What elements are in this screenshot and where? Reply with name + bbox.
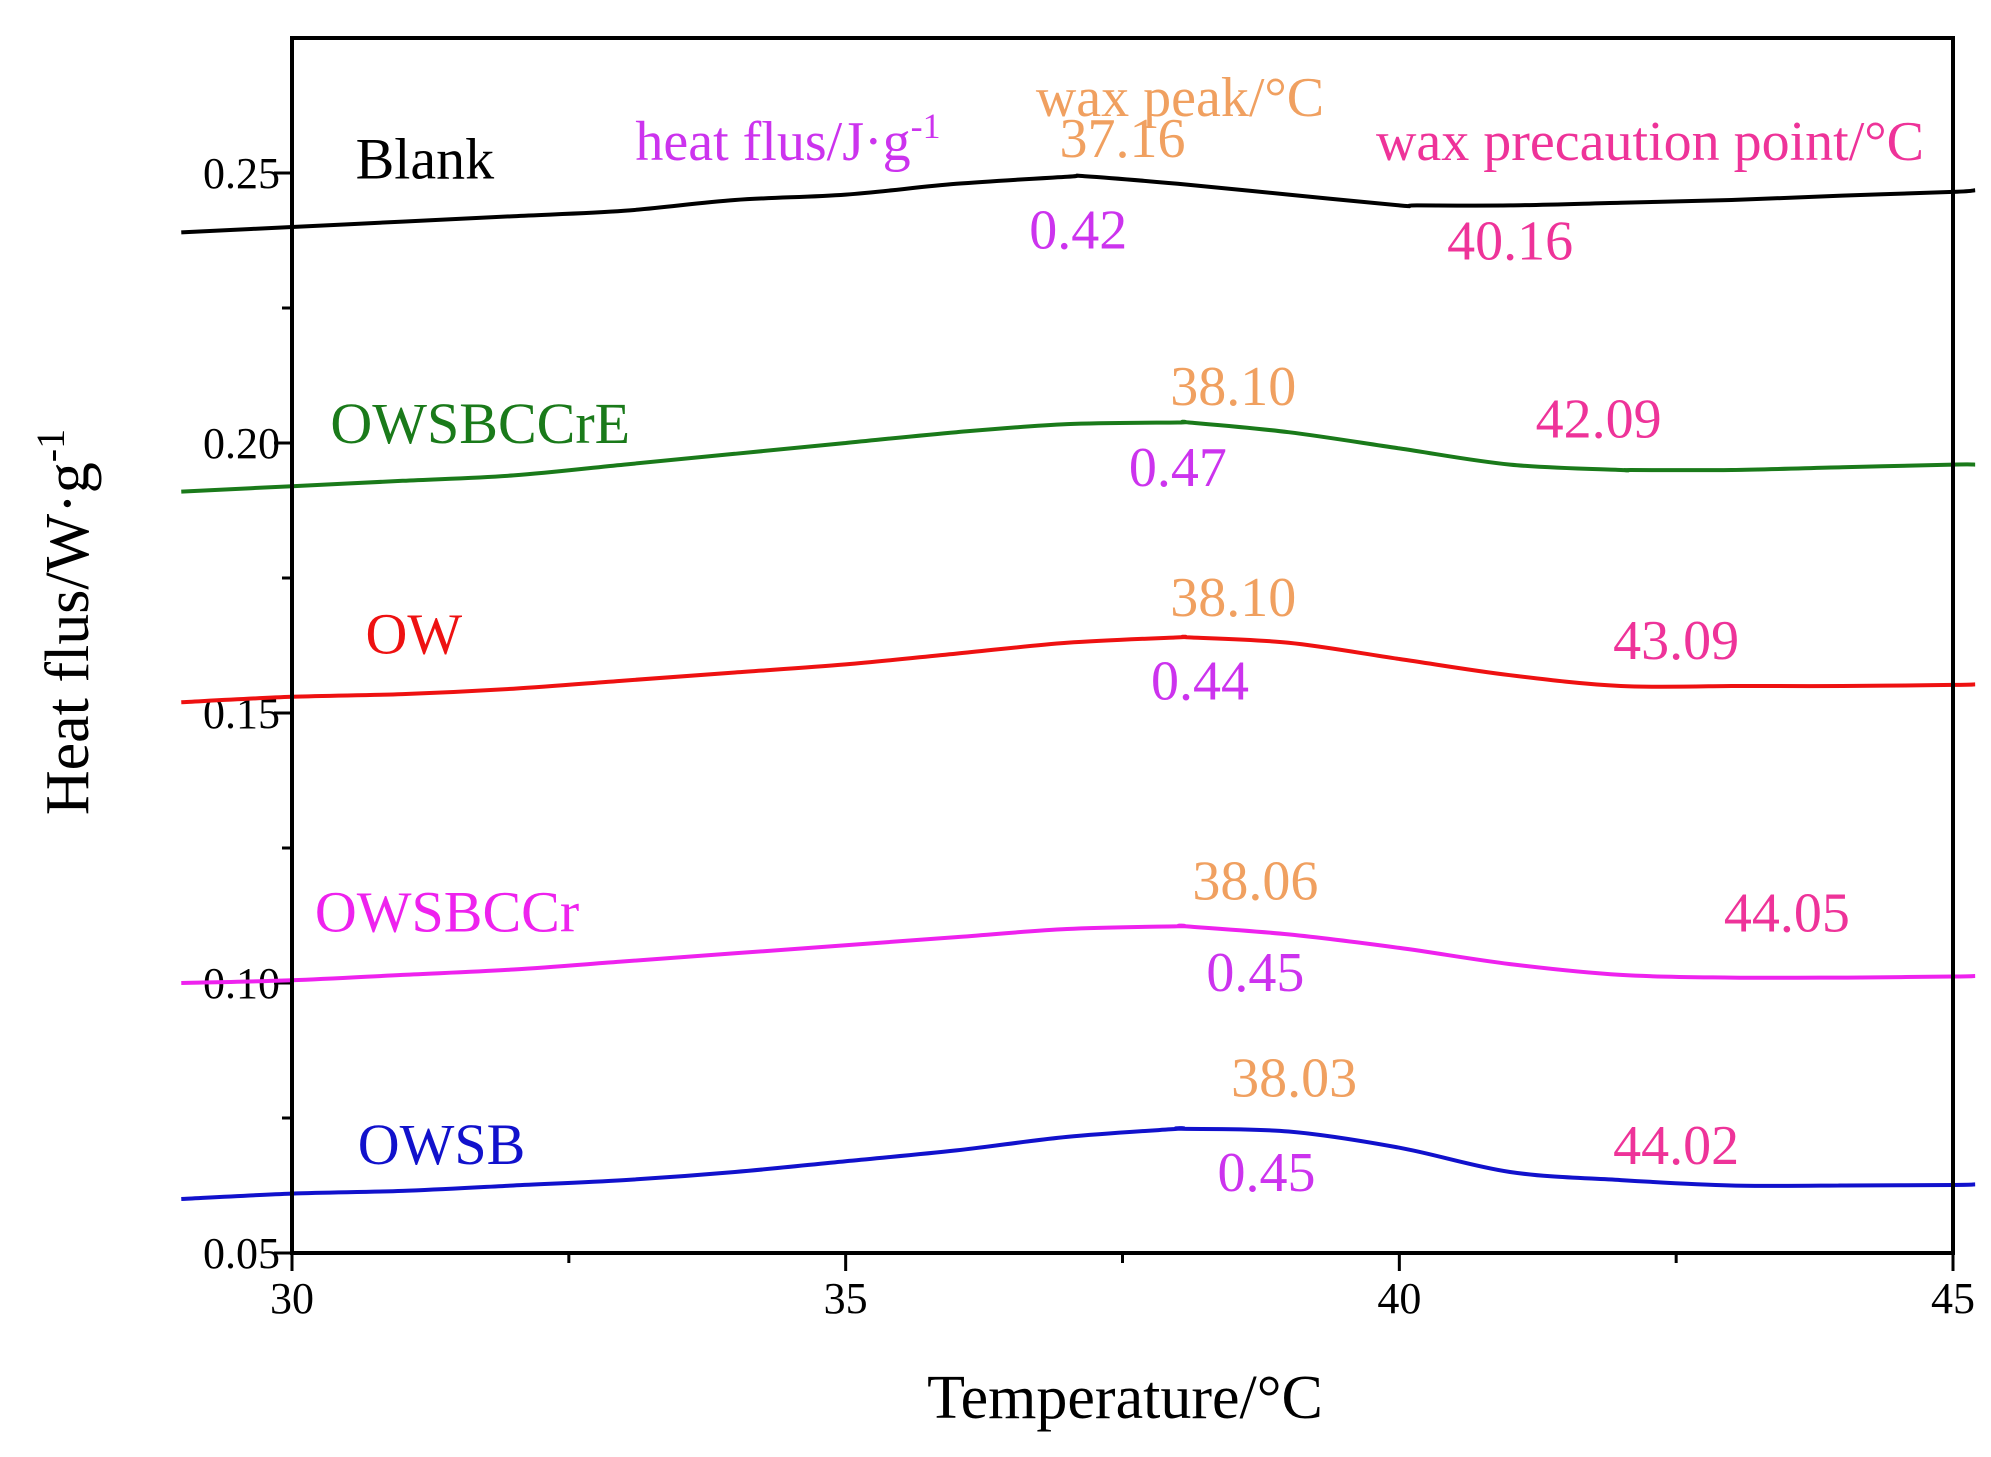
heat-flux-value: 0.45	[1206, 942, 1304, 1004]
y-tick-label: 0.05	[203, 1229, 280, 1278]
heat-flux-value: 0.44	[1151, 651, 1249, 713]
series-line-blank	[181, 173, 1976, 235]
x-tick-label: 45	[1931, 1274, 1975, 1323]
heat-flux-value: 0.47	[1129, 437, 1227, 499]
y-axis-label-text: Heat flus/W·g	[34, 462, 102, 815]
wax-peak-value: 37.16	[1060, 108, 1186, 170]
series-line-ow	[181, 634, 1976, 705]
x-tick-label: 30	[270, 1274, 314, 1323]
series-line-owsb	[181, 1126, 1976, 1201]
wax-precaution-value: 42.09	[1536, 389, 1662, 451]
heat-flux-header: heat flus/J·g-1	[635, 106, 940, 173]
wax-precaution-value: 44.05	[1724, 883, 1850, 945]
y-tick-label: 0.20	[203, 419, 280, 468]
wax-peak-value: 38.06	[1192, 850, 1318, 912]
wax-peak-value: 38.10	[1170, 356, 1296, 418]
wax-precaution-value: 40.16	[1447, 210, 1573, 272]
wax-precaution-value: 43.09	[1613, 610, 1739, 672]
series-line-owsbccr	[181, 923, 1976, 985]
wax-peak-value: 38.10	[1170, 567, 1296, 629]
wax-precaution-value: 44.02	[1613, 1115, 1739, 1177]
labels-layer: Blank 37.16 0.42 40.16 OWSBCCrE 38.10 0.47 42.0…	[315, 108, 1850, 1204]
ticks-layer: 30 35 40 450.050.100.150.200.25	[203, 149, 1975, 1323]
heat-flux-header-superscript: -1	[911, 106, 941, 146]
wax-precaution-header: wax precaution point/°C	[1376, 111, 1924, 173]
heat-flux-header-text: heat flus/J·g	[635, 111, 910, 173]
wax-peak-header: wax peak/°C	[1036, 67, 1324, 129]
x-tick-label: 35	[824, 1274, 868, 1323]
wax-peak-value: 38.03	[1231, 1047, 1357, 1109]
series-name-label: OW	[365, 602, 462, 667]
series-name-label: OWSBCCrE	[330, 391, 630, 456]
series-name-label: OWSBCCr	[315, 880, 579, 945]
y-tick-label: 0.25	[203, 149, 280, 198]
plot-frame	[290, 36, 1955, 1255]
heat-flux-value: 0.42	[1029, 200, 1127, 262]
x-tick-label: 40	[1377, 1274, 1421, 1323]
heat-flux-value: 0.45	[1217, 1142, 1315, 1204]
series-name-label: Blank	[356, 126, 495, 191]
series-name-label: OWSB	[358, 1112, 526, 1177]
y-axis-label: Heat flus/W·g-1	[28, 429, 102, 815]
series-layer	[181, 173, 1976, 1201]
x-axis-label: Temperature/°C	[927, 1364, 1323, 1432]
y-axis-label-superscript: -1	[28, 429, 73, 462]
series-line-owsbccre	[181, 419, 1976, 494]
